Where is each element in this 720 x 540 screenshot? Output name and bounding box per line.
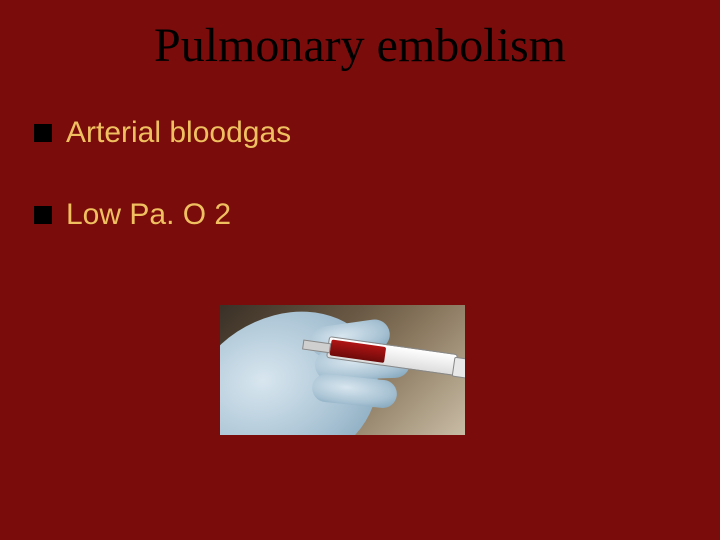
clinical-photo <box>220 305 465 435</box>
blood-sample <box>329 339 386 362</box>
square-bullet-icon <box>34 124 52 142</box>
bullet-item: Arterial bloodgas <box>34 116 291 150</box>
bullet-item: Low Pa. O 2 <box>34 198 231 232</box>
bullet-text: Arterial bloodgas <box>66 116 291 150</box>
slide-title: Pulmonary embolism <box>0 18 720 73</box>
bullet-text: Low Pa. O 2 <box>66 198 231 232</box>
square-bullet-icon <box>34 206 52 224</box>
